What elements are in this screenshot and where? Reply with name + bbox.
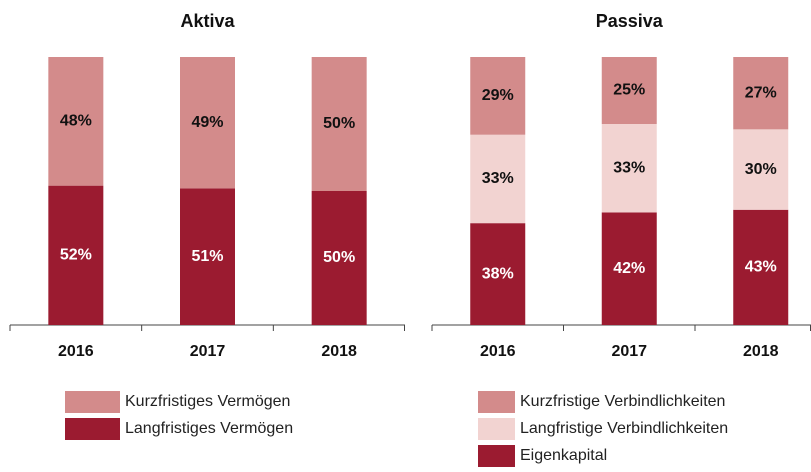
bar-segment bbox=[311, 57, 367, 191]
bar-segment bbox=[180, 188, 235, 325]
legend-label: Kurzfristige Verbindlichkeiten bbox=[520, 393, 725, 410]
legend-label: Langfristiges Vermögen bbox=[125, 420, 293, 437]
bar-segment bbox=[48, 57, 104, 186]
x-tick-label: 2017 bbox=[611, 343, 647, 360]
x-tick-label: 2017 bbox=[190, 343, 226, 360]
legend-swatch bbox=[478, 418, 515, 440]
data-label: 33% bbox=[613, 159, 645, 176]
data-label: 49% bbox=[191, 114, 223, 131]
legend-label: Eigenkapital bbox=[520, 447, 607, 464]
chart-title: Passiva bbox=[596, 11, 664, 31]
data-label: 48% bbox=[60, 113, 92, 130]
data-label: 50% bbox=[323, 249, 355, 266]
legend-swatch bbox=[65, 391, 120, 413]
bar-segment bbox=[733, 209, 789, 325]
legend-swatch bbox=[478, 445, 515, 467]
data-label: 27% bbox=[745, 84, 777, 101]
x-tick-label: 2018 bbox=[321, 343, 357, 360]
x-tick-label: 2016 bbox=[480, 343, 516, 360]
bar-segment bbox=[470, 134, 526, 224]
data-label: 33% bbox=[482, 170, 514, 187]
x-tick-label: 2016 bbox=[58, 343, 94, 360]
bar-segment bbox=[601, 57, 657, 124]
legend-label: Kurzfristiges Vermögen bbox=[125, 393, 290, 410]
bar-segment bbox=[470, 57, 526, 135]
bar-segment bbox=[180, 57, 235, 189]
bar-segment bbox=[311, 191, 367, 325]
bar-segment bbox=[601, 212, 657, 325]
data-label: 38% bbox=[482, 265, 514, 282]
data-label: 43% bbox=[745, 259, 777, 276]
data-label: 51% bbox=[191, 248, 223, 265]
bar-segment bbox=[733, 57, 789, 130]
bar-segment bbox=[470, 223, 526, 325]
data-label: 29% bbox=[482, 87, 514, 104]
legend-swatch bbox=[65, 418, 120, 440]
bar-segment bbox=[48, 185, 104, 325]
bar-segment bbox=[733, 129, 789, 210]
bar-segment bbox=[601, 124, 657, 213]
legend-swatch bbox=[478, 391, 515, 413]
data-label: 25% bbox=[613, 82, 645, 99]
chart-title: Aktiva bbox=[180, 11, 235, 31]
data-label: 30% bbox=[745, 161, 777, 178]
x-tick-label: 2018 bbox=[743, 343, 779, 360]
data-label: 42% bbox=[613, 260, 645, 277]
legend-label: Langfristige Verbindlichkeiten bbox=[520, 420, 728, 437]
data-label: 52% bbox=[60, 247, 92, 264]
data-label: 50% bbox=[323, 115, 355, 132]
